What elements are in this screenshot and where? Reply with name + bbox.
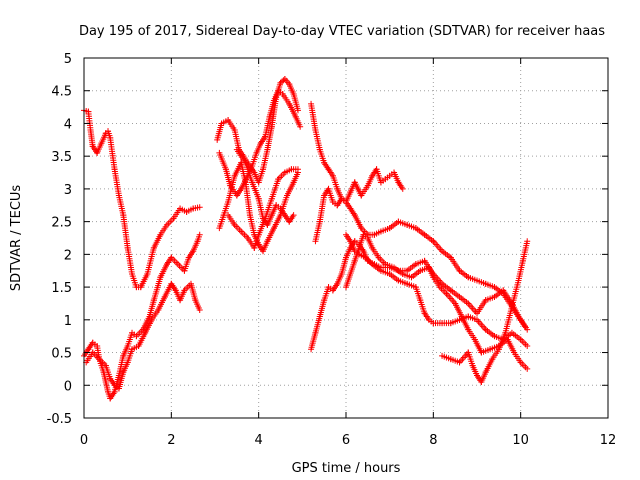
data-point — [399, 185, 406, 192]
data-point — [524, 343, 531, 349]
y-tick-label: -0.5 — [47, 412, 72, 427]
x-tick-label: 4 — [255, 433, 263, 448]
series-track-l — [343, 231, 531, 349]
data-point — [297, 123, 304, 130]
data-point — [196, 231, 203, 238]
data-point — [294, 107, 301, 114]
series-track-c — [83, 280, 203, 392]
series-track-k — [312, 185, 531, 333]
chart-title: Day 195 of 2017, Sidereal Day-to-day VTE… — [79, 24, 605, 39]
y-tick-label: 4 — [64, 117, 72, 132]
x-tick-label: 2 — [167, 433, 175, 448]
y-tick-label: 1 — [64, 314, 72, 329]
x-tick-label: 12 — [600, 433, 617, 448]
y-tick-label: 2.5 — [51, 216, 72, 231]
y-tick-label: 5 — [64, 52, 72, 67]
y-tick-label: 4.5 — [51, 85, 72, 100]
y-tick-label: 0.5 — [51, 347, 72, 362]
data-point — [294, 166, 301, 173]
series-track-j — [308, 238, 529, 353]
data-point — [196, 204, 203, 211]
axis-ticks: 0 2 4 6 8 10 12 -0.5 0 0.5 1 1.5 2 2.5 3 3.5 4 4.5 5 — [47, 52, 617, 448]
series-track-m — [343, 231, 531, 372]
series-track-b — [81, 231, 203, 402]
y-tick-label: 3.5 — [51, 150, 72, 165]
data-point — [277, 79, 284, 86]
x-tick-label: 8 — [429, 433, 437, 448]
data-point — [524, 238, 531, 245]
x-tick-label: 6 — [342, 433, 350, 448]
data-point — [524, 326, 531, 333]
series-track-h — [233, 146, 297, 228]
y-tick-label: 3 — [64, 183, 72, 198]
x-tick-label: 0 — [80, 433, 88, 448]
y-tick-label: 2 — [64, 248, 72, 263]
x-tick-label: 10 — [512, 433, 529, 448]
data-points — [81, 75, 531, 402]
y-tick-label: 0 — [64, 379, 72, 394]
series-track-i — [308, 100, 406, 205]
data-point — [290, 212, 297, 219]
series-track-f — [216, 159, 301, 255]
data-point — [524, 365, 531, 372]
data-point — [196, 307, 203, 313]
series-track-g — [225, 166, 301, 251]
y-axis-label: SDTVAR / TECUs — [9, 185, 24, 292]
x-axis-label: GPS time / hours — [292, 461, 401, 476]
data-point — [278, 78, 285, 85]
series-track-a — [81, 107, 203, 291]
series-track-n — [439, 238, 531, 385]
y-tick-label: 1.5 — [51, 281, 72, 296]
